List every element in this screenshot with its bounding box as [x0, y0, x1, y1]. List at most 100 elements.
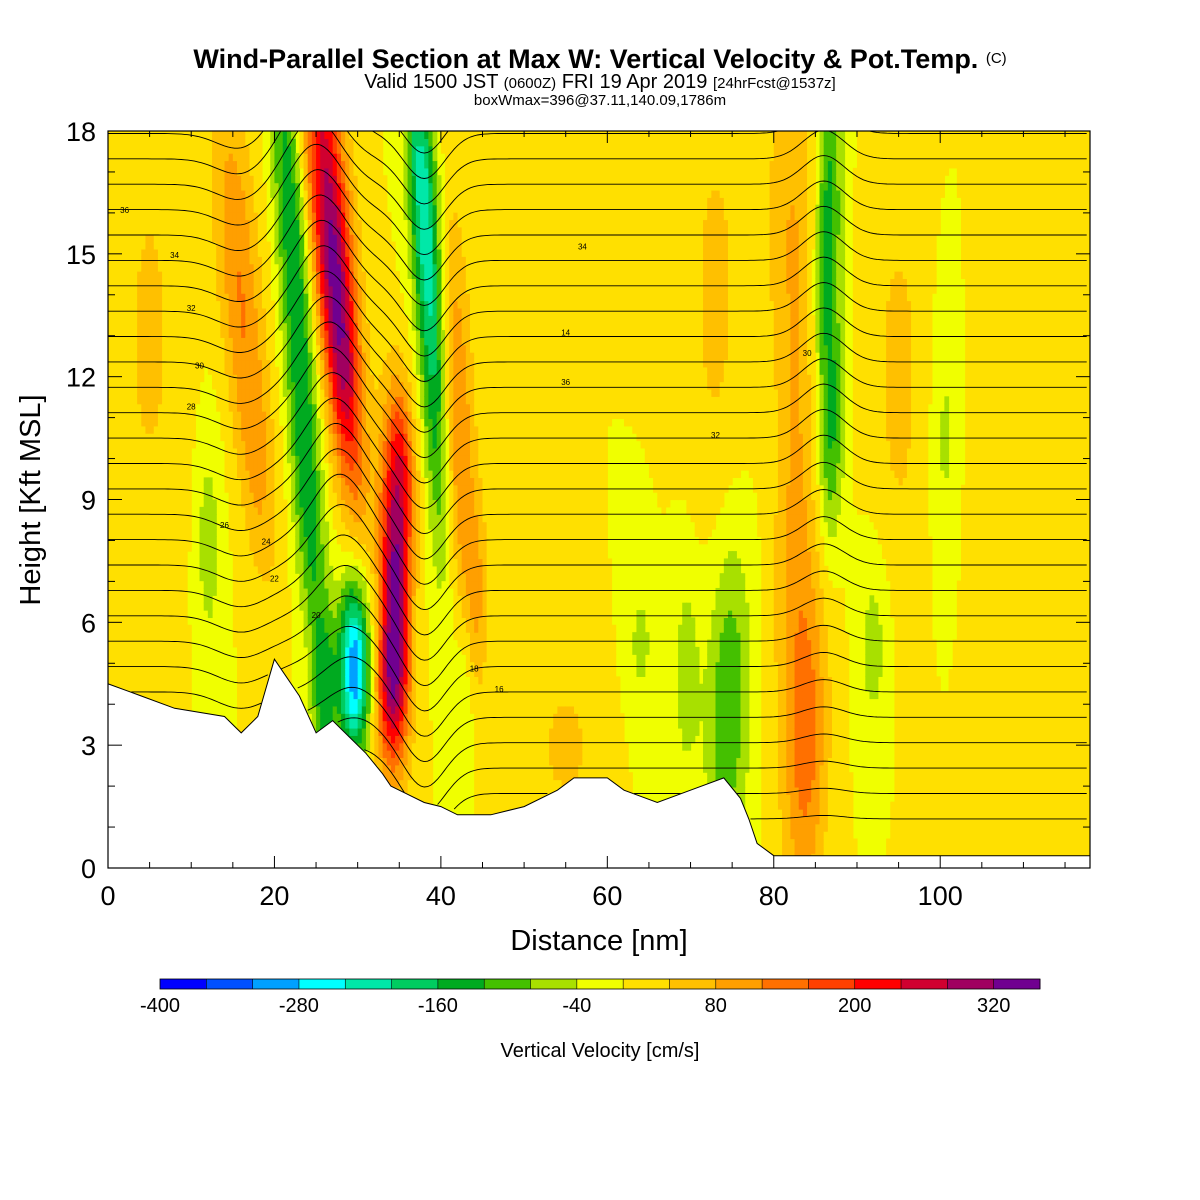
velocity-cell	[307, 212, 313, 221]
velocity-cell	[178, 595, 184, 604]
velocity-cell	[145, 189, 151, 198]
velocity-cell	[124, 639, 130, 648]
velocity-cell	[112, 551, 117, 560]
velocity-cell	[128, 175, 134, 184]
velocity-cell	[157, 403, 163, 412]
velocity-cell	[336, 381, 342, 390]
velocity-cell	[170, 388, 176, 397]
velocity-cell	[257, 293, 263, 302]
velocity-cell	[132, 411, 138, 420]
velocity-cell	[212, 219, 217, 228]
velocity-cell	[282, 285, 288, 294]
velocity-cell	[157, 639, 163, 648]
velocity-cell	[261, 396, 267, 405]
velocity-cell	[257, 337, 263, 346]
velocity-cell	[199, 248, 205, 257]
velocity-cell	[153, 558, 159, 567]
velocity-cell	[253, 197, 259, 206]
velocity-cell	[141, 315, 147, 324]
velocity-cell	[345, 691, 350, 700]
velocity-cell	[291, 182, 296, 191]
velocity-cell	[261, 271, 267, 279]
velocity-cell	[328, 241, 334, 250]
velocity-cell	[141, 683, 147, 692]
velocity-cell	[253, 160, 259, 169]
velocity-cell	[116, 565, 122, 574]
velocity-cell	[228, 528, 234, 537]
velocity-cell	[303, 543, 309, 552]
velocity-cell	[261, 669, 267, 677]
velocity-cell	[241, 632, 246, 641]
velocity-cell	[207, 204, 213, 213]
velocity-cell	[170, 396, 176, 405]
velocity-cell	[170, 175, 176, 184]
velocity-cell	[241, 226, 246, 235]
velocity-cell	[328, 160, 334, 169]
velocity-cell	[224, 411, 230, 420]
velocity-cell	[187, 212, 192, 221]
velocity-cell	[174, 595, 180, 604]
velocity-cell	[228, 322, 234, 331]
velocity-cell	[145, 315, 151, 324]
velocity-cell	[286, 352, 292, 361]
velocity-cell	[108, 646, 113, 655]
velocity-cell	[174, 514, 180, 523]
velocity-cell	[257, 271, 263, 279]
velocity-cell	[241, 271, 246, 279]
velocity-cell	[270, 189, 276, 198]
velocity-cell	[166, 558, 172, 567]
velocity-cell	[307, 661, 313, 670]
velocity-cell	[311, 374, 317, 383]
velocity-cell	[282, 602, 288, 611]
velocity-cell	[241, 167, 246, 176]
velocity-cell	[174, 212, 180, 221]
velocity-cell	[157, 189, 163, 198]
velocity-cell	[166, 455, 172, 464]
velocity-cell	[195, 359, 201, 368]
velocity-cell	[116, 226, 122, 235]
velocity-cell	[232, 610, 238, 619]
velocity-cell	[311, 558, 317, 567]
velocity-cell	[345, 271, 350, 279]
velocity-cell	[149, 433, 155, 442]
velocity-cell	[307, 403, 313, 412]
velocity-cell	[157, 477, 163, 486]
velocity-cell	[249, 610, 255, 619]
velocity-cell	[336, 514, 342, 523]
velocity-cell	[299, 418, 305, 427]
velocity-cell	[116, 602, 122, 611]
velocity-cell	[166, 160, 172, 169]
velocity-cell	[112, 278, 117, 287]
velocity-cell	[341, 705, 346, 714]
velocity-cell	[195, 197, 201, 206]
velocity-cell	[291, 197, 296, 206]
velocity-cell	[245, 271, 251, 279]
velocity-cell	[341, 595, 346, 604]
velocity-cell	[332, 433, 338, 442]
velocity-cell	[162, 138, 167, 147]
velocity-cell	[166, 654, 172, 663]
velocity-cell	[112, 271, 117, 279]
velocity-cell	[266, 661, 271, 670]
velocity-cell	[299, 322, 305, 331]
velocity-cell	[249, 337, 255, 346]
velocity-cell	[228, 263, 234, 272]
velocity-cell	[332, 595, 338, 604]
velocity-cell	[303, 263, 309, 272]
velocity-cell	[120, 587, 126, 596]
velocity-cell	[149, 639, 155, 648]
velocity-cell	[108, 551, 113, 560]
velocity-cell	[157, 322, 163, 331]
velocity-cell	[324, 705, 330, 714]
velocity-cell	[108, 263, 113, 272]
velocity-cell	[291, 344, 296, 353]
velocity-cell	[324, 713, 330, 722]
velocity-cell	[145, 492, 151, 501]
velocity-cell	[232, 226, 238, 235]
velocity-cell	[249, 256, 255, 265]
velocity-cell	[320, 212, 325, 221]
velocity-cell	[157, 698, 163, 707]
velocity-cell	[124, 396, 130, 405]
velocity-cell	[245, 344, 251, 353]
velocity-cell	[137, 624, 142, 633]
